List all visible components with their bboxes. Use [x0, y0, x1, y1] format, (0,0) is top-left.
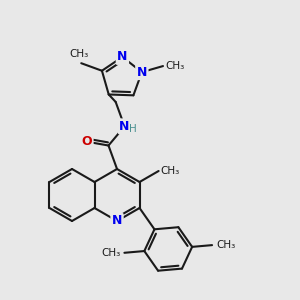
Text: CH₃: CH₃ — [160, 166, 180, 176]
Text: N: N — [119, 120, 130, 133]
Text: H: H — [129, 124, 137, 134]
Text: CH₃: CH₃ — [101, 248, 120, 258]
Text: CH₃: CH₃ — [70, 49, 89, 59]
Text: N: N — [117, 50, 128, 63]
Text: CH₃: CH₃ — [216, 240, 235, 250]
Text: CH₃: CH₃ — [165, 61, 184, 71]
Text: N: N — [137, 66, 147, 79]
Text: O: O — [82, 135, 92, 148]
Text: N: N — [112, 214, 122, 227]
